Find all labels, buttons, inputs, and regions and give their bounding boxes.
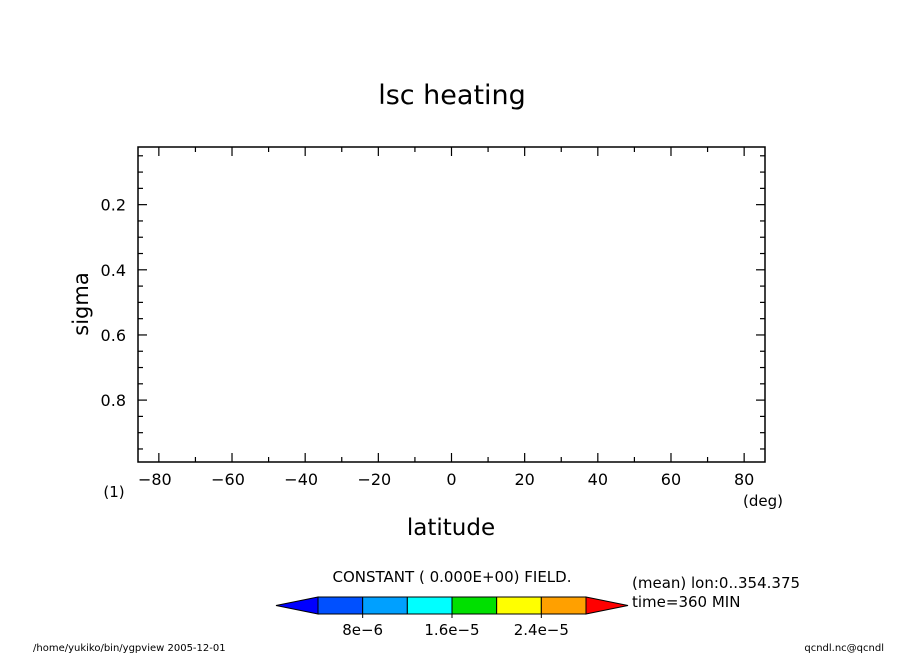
y-axis-ticks: 0.2 0.4 0.6 0.8: [101, 155, 765, 450]
colorbar-segment: [451, 596, 498, 615]
plot-frame: [137, 146, 766, 463]
x-axis-unit: (deg): [743, 492, 783, 510]
colorbar-tick-label: 8e−6: [342, 621, 383, 639]
x-tick-label: −60: [211, 470, 245, 489]
colorbar-tick-label: 2.4e−5: [514, 621, 569, 639]
x-axis-label: latitude: [407, 515, 495, 541]
footer-file: qcndl.nc@qcndl: [804, 643, 884, 654]
x-tick-label: −20: [357, 470, 391, 489]
x-tick-label: 60: [661, 470, 681, 489]
x-tick-label: −80: [138, 470, 172, 489]
y-axis-unit: (1): [103, 483, 124, 501]
y-tick-label: 0.2: [101, 196, 126, 215]
colorbar-segment: [317, 596, 364, 615]
info-time: time=360 MIN: [632, 593, 740, 611]
colorbar-tick-label: 1.6e−5: [424, 621, 479, 639]
colorbar-over-arrow: [585, 596, 629, 615]
info-mean-lon: (mean) lon:0..354.375: [632, 574, 800, 592]
constant-field-message: CONSTANT ( 0.000E+00) FIELD.: [333, 568, 572, 586]
colorbar-segment: [362, 596, 408, 615]
y-tick-label: 0.8: [101, 391, 126, 410]
y-tick-label: 0.6: [101, 326, 126, 345]
x-tick-label: 40: [588, 470, 608, 489]
x-tick-label: −40: [284, 470, 318, 489]
chart-title: lsc heating: [378, 80, 526, 111]
y-axis-label: sigma: [69, 272, 93, 335]
x-axis-ticks: −80 −60 −40 −20 0 20 40 60 80: [138, 147, 754, 489]
colorbar-segment: [496, 596, 542, 615]
colorbar-segment: [406, 596, 453, 615]
footer-path: /home/yukiko/bin/ygpview 2005-12-01: [33, 643, 226, 654]
colorbar-under-arrow: [275, 596, 319, 615]
colorbar-segment: [540, 596, 587, 615]
x-tick-label: 20: [514, 470, 534, 489]
color-legend: 8e−6 1.6e−5 2.4e−5: [275, 596, 629, 639]
x-tick-label: 0: [446, 470, 456, 489]
y-tick-label: 0.4: [101, 261, 126, 280]
x-tick-label: 80: [734, 470, 754, 489]
